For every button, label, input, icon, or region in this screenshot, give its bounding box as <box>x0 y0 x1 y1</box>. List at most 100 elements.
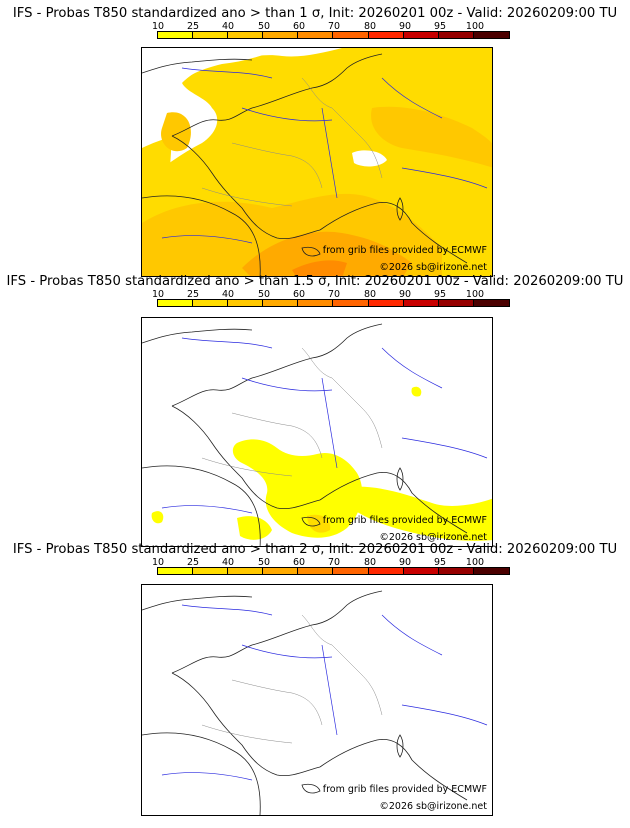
rivers <box>161 604 488 781</box>
legend-tick-label: 10 <box>151 21 165 32</box>
border <box>231 679 323 726</box>
probability-map-panel-1sigma: IFS - Probas T850 standardized ano > tha… <box>0 6 630 278</box>
shade-25 <box>142 136 172 188</box>
island-mallorca <box>301 516 321 527</box>
legend-tick-label: 50 <box>257 289 271 300</box>
river <box>381 614 443 656</box>
coastline <box>142 465 261 546</box>
legend-color-bar <box>157 299 510 307</box>
legend-swatch <box>403 32 439 38</box>
rivers <box>161 337 488 514</box>
river <box>401 437 488 459</box>
credit-source: from grib files provided by ECMWF <box>322 784 487 795</box>
legend-tick-label: 90 <box>398 289 412 300</box>
coastline <box>319 201 468 264</box>
probability-map-panel-2sigma: IFS - Probas T850 standardized ano > tha… <box>0 542 630 822</box>
legend-swatch <box>403 300 439 306</box>
legend-swatch <box>193 568 229 574</box>
shade-10 <box>342 486 492 541</box>
border <box>301 347 383 449</box>
legend-color-bar <box>157 567 510 575</box>
legend-swatch <box>158 300 194 306</box>
coastline <box>319 471 468 534</box>
river <box>161 505 253 514</box>
legend-tick-label: 80 <box>363 21 377 32</box>
legend-swatch <box>263 568 299 574</box>
coastline <box>142 328 253 344</box>
legend-swatch <box>158 32 194 38</box>
legend-tick-label: 25 <box>186 289 200 300</box>
borders <box>201 347 383 477</box>
legend-tick-label: 50 <box>257 557 271 568</box>
coastline <box>171 405 321 510</box>
legend-swatch <box>193 32 229 38</box>
coastline <box>142 195 261 276</box>
island-mallorca <box>301 783 321 794</box>
legend-swatch <box>403 568 439 574</box>
legend-tick-label: 60 <box>292 289 306 300</box>
shade-40 <box>371 106 492 168</box>
legend-swatch <box>158 568 194 574</box>
legend-swatch <box>298 32 334 38</box>
shade-60 <box>292 260 347 276</box>
panel-title: IFS - Probas T850 standardized ano > tha… <box>12 6 618 21</box>
shade-50 <box>242 231 412 276</box>
borders <box>201 77 383 207</box>
probability-map-panel-1-5sigma: IFS - Probas T850 standardized ano > tha… <box>0 274 630 547</box>
legend-tick-label: 70 <box>327 289 341 300</box>
legend-swatch <box>438 300 474 306</box>
shade-10 <box>411 386 422 397</box>
credit-source: from grib files provided by ECMWF <box>322 245 487 256</box>
probability-map <box>142 590 488 815</box>
panel-title: IFS - Probas T850 standardized ano > tha… <box>12 542 618 557</box>
legend-swatch <box>263 32 299 38</box>
river <box>161 235 253 244</box>
legend-tick-label: 60 <box>292 557 306 568</box>
credit-copyright: ©2026 sb@irizone.net <box>379 262 487 273</box>
island-corsica <box>396 734 404 758</box>
credit-source: from grib files provided by ECMWF <box>322 515 487 526</box>
legend-swatch <box>368 300 404 306</box>
legend-tick-label: 25 <box>186 21 200 32</box>
shade-none <box>142 48 282 103</box>
panel-title: IFS - Probas T850 standardized ano > tha… <box>6 274 624 289</box>
legend-swatch <box>333 32 369 38</box>
legend-tick-label: 25 <box>186 557 200 568</box>
legend-swatch <box>193 300 229 306</box>
river <box>321 107 338 199</box>
legend-swatch <box>298 568 334 574</box>
river <box>241 644 333 659</box>
legend-tick-label: 95 <box>433 557 447 568</box>
legend-tick-label: 95 <box>433 21 447 32</box>
river <box>181 337 273 349</box>
river <box>381 347 443 389</box>
coastlines <box>142 590 468 815</box>
coastline <box>171 135 321 240</box>
border <box>201 457 293 477</box>
island-corsica <box>396 197 404 221</box>
river <box>321 377 338 469</box>
legend-tick-label: 10 <box>151 557 165 568</box>
legend-swatch <box>473 568 509 574</box>
legend-swatch <box>368 568 404 574</box>
river <box>401 167 488 189</box>
legend-tick-label: 70 <box>327 21 341 32</box>
legend-tick-label: 90 <box>398 21 412 32</box>
borders <box>201 614 383 744</box>
legend-tick-label: 50 <box>257 21 271 32</box>
legend-swatch <box>473 300 509 306</box>
border <box>201 724 293 744</box>
legend-swatch <box>263 300 299 306</box>
map-frame: from grib files provided by ECMWF ©2026 … <box>141 317 493 547</box>
legend-tick-label: 100 <box>465 21 485 32</box>
coastline <box>142 58 253 74</box>
river <box>181 67 273 79</box>
credit-copyright: ©2026 sb@irizone.net <box>379 801 487 812</box>
coastline <box>171 53 383 137</box>
river <box>181 604 273 616</box>
legend-swatch <box>333 300 369 306</box>
legend-swatch <box>228 568 264 574</box>
river <box>241 107 333 122</box>
border <box>231 412 323 459</box>
coastlines <box>142 323 468 546</box>
